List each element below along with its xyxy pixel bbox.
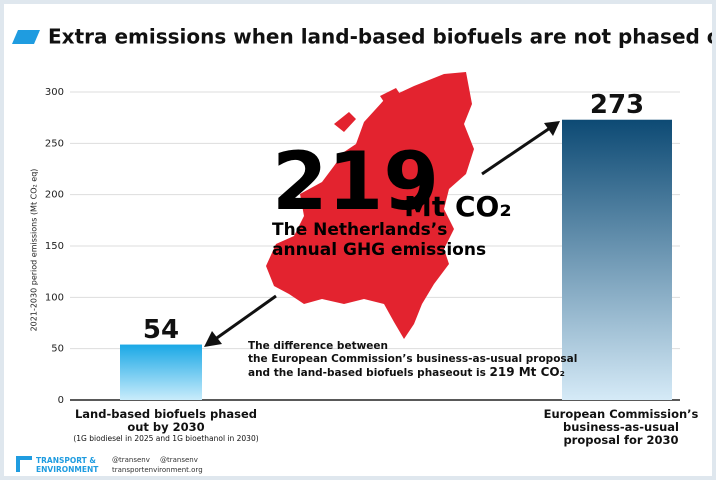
y-tick-label: 150 bbox=[45, 241, 64, 252]
annotation-unit: Mt CO₂ bbox=[404, 190, 512, 223]
annotation-line: The Netherlands’s bbox=[272, 220, 447, 240]
note-line: the European Commission’s business-as-us… bbox=[248, 353, 578, 365]
x-tick-label: Land-based biofuels phased out by 2030 bbox=[74, 407, 258, 434]
y-tick-label: 0 bbox=[58, 395, 64, 406]
bar bbox=[120, 344, 202, 400]
website: transportenvironment.org bbox=[112, 466, 203, 474]
difference-note: The difference between the European Comm… bbox=[248, 340, 577, 380]
y-tick-label: 200 bbox=[45, 190, 64, 201]
title-icon bbox=[12, 30, 40, 44]
x-tick-label: European Commission’s business-as-usual … bbox=[543, 407, 699, 447]
bar bbox=[562, 119, 672, 400]
value-label: 273 bbox=[590, 90, 644, 120]
y-tick-label: 100 bbox=[45, 292, 64, 303]
netherlands-map bbox=[266, 72, 474, 339]
twitter: @transenv bbox=[112, 456, 150, 464]
map-islands bbox=[334, 88, 400, 132]
category-note: (1G biodiesel in 2025 and 1G bioethanol … bbox=[73, 434, 259, 443]
y-tick-label: 50 bbox=[51, 344, 64, 355]
chart-title: Extra emissions when land-based biofuels… bbox=[48, 25, 712, 49]
note-value: 219 Mt CO₂ bbox=[489, 365, 565, 379]
note-line: and the land-based biofuels phaseout is … bbox=[248, 366, 577, 380]
brand: TRANSPORT & ENVIRONMENT bbox=[36, 456, 99, 474]
chart: Extra emissions when land-based biofuels… bbox=[12, 25, 712, 406]
facebook: @transenv bbox=[160, 456, 198, 464]
annotation-line: annual GHG emissions bbox=[272, 240, 486, 260]
value-label: 54 bbox=[143, 315, 179, 345]
note-line: The difference between bbox=[248, 340, 389, 352]
annotation-number: 219 bbox=[272, 135, 439, 228]
y-tick-label: 250 bbox=[45, 138, 64, 149]
y-tick-label: 300 bbox=[45, 87, 64, 98]
arrows bbox=[204, 121, 560, 347]
y-axis-label: 2021-2030 period emissions (Mt CO₂ eq) bbox=[30, 169, 39, 332]
page: Extra emissions when land-based biofuels… bbox=[4, 4, 712, 476]
logo-icon bbox=[16, 456, 32, 472]
note-text: and the land-based biofuels phaseout is bbox=[248, 367, 486, 379]
